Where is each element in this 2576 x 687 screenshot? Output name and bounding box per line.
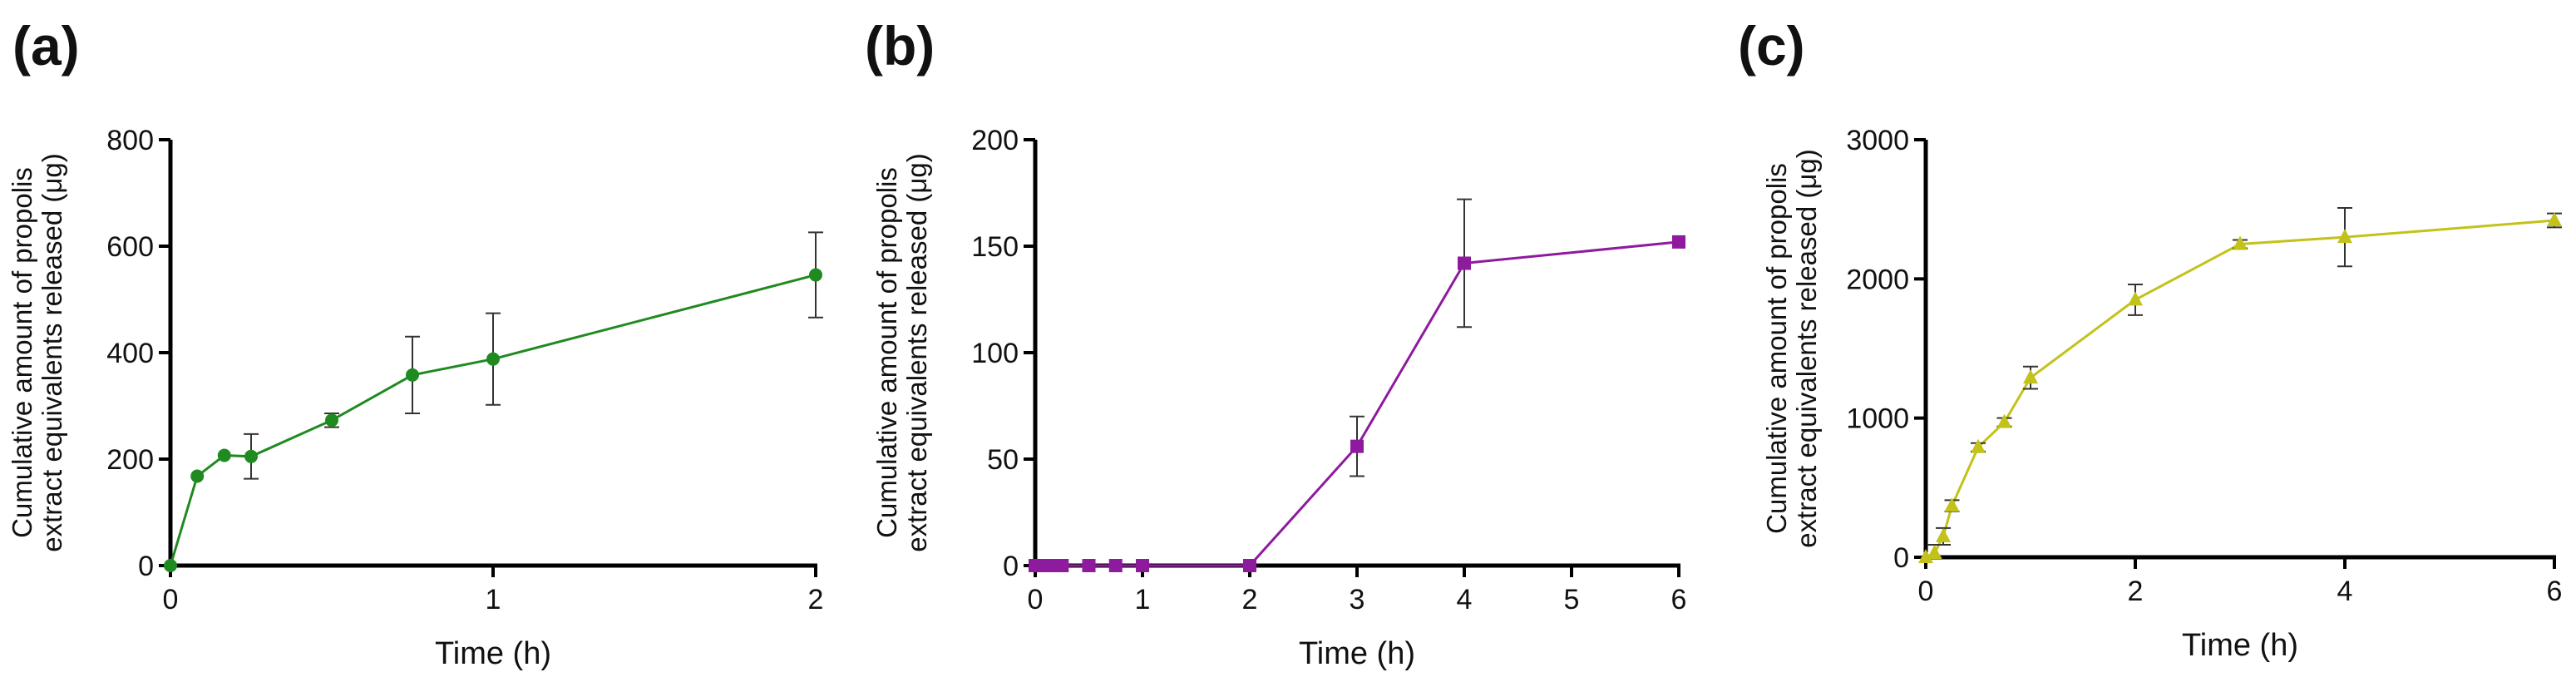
y-axis-label-line-a: extract equivalents released (μg) xyxy=(37,153,67,551)
data-point-a xyxy=(809,268,822,282)
x-axis-label-a: Time (h) xyxy=(435,636,551,671)
y-tick-label-b: 0 xyxy=(1003,551,1019,582)
y-tick-label-a: 400 xyxy=(106,338,154,369)
data-point-c xyxy=(1936,527,1952,542)
data-point-a xyxy=(190,469,205,483)
y-tick-label-a: 600 xyxy=(106,231,154,263)
data-point-a xyxy=(217,448,231,462)
data-point-c xyxy=(2023,369,2038,384)
y-tick-label-b: 100 xyxy=(971,338,1019,369)
x-tick-label-b: 6 xyxy=(1671,584,1687,615)
data-point-b xyxy=(1243,559,1256,572)
y-tick-label-b: 200 xyxy=(971,125,1019,156)
y-axis-label-line-c: Cumulative amount of propolis xyxy=(1761,163,1792,534)
y-axis-label-a: Cumulative amount of propolisextract equ… xyxy=(7,153,67,551)
data-point-c xyxy=(2233,235,2248,250)
data-point-a xyxy=(325,413,338,428)
data-point-a xyxy=(164,559,177,572)
panel-label-c: (c) xyxy=(1738,15,1805,77)
data-point-c xyxy=(1971,438,1986,453)
x-tick-label-a: 2 xyxy=(808,584,824,615)
y-axis-label-line-c: extract equivalents released (μg) xyxy=(1791,149,1822,547)
y-axis-label-b: Cumulative amount of propolisextract equ… xyxy=(871,153,932,551)
data-point-c xyxy=(2547,212,2562,227)
data-point-b xyxy=(1350,439,1364,453)
x-axis-label-b: Time (h) xyxy=(1299,636,1415,671)
x-tick-label-b: 2 xyxy=(1242,584,1258,615)
data-point-c xyxy=(1944,497,1960,512)
panel-label-a: (a) xyxy=(12,15,80,77)
series-line-b xyxy=(1035,240,1680,567)
x-tick-label-a: 0 xyxy=(163,584,179,615)
x-tick-label-b: 1 xyxy=(1135,584,1151,615)
data-point-b xyxy=(1055,559,1069,572)
y-tick-label-b: 50 xyxy=(987,444,1019,476)
y-axis-label-c: Cumulative amount of propolisextract equ… xyxy=(1761,149,1822,547)
y-tick-label-c: 0 xyxy=(1893,542,1909,574)
data-point-b xyxy=(1672,235,1685,249)
x-tick-label-b: 0 xyxy=(1028,584,1044,615)
x-tick-label-a: 1 xyxy=(486,584,501,615)
series-line-c xyxy=(1925,219,2555,559)
data-point-a xyxy=(486,352,500,366)
panel-c: (c) 0 1000 2000 3000 0 2 4 6 Time (h) Cumulative a… xyxy=(1738,15,2562,663)
data-point-a xyxy=(406,368,419,382)
y-axis-label-line-b: Cumulative amount of propolis xyxy=(871,167,902,538)
y-axis-label-line-a: Cumulative amount of propolis xyxy=(7,167,37,538)
x-tick-label-c: 6 xyxy=(2547,576,2563,607)
panel-b: (b) 0 50 100 150 200 0 1 2 3 4 5 6 Time (h) Cumulative… xyxy=(865,15,1686,671)
data-point-b xyxy=(1458,256,1471,270)
data-point-c xyxy=(1927,544,1942,559)
data-point-c xyxy=(1996,413,2012,428)
x-tick-label-c: 4 xyxy=(2337,576,2353,607)
x-tick-label-c: 0 xyxy=(1918,576,1934,607)
x-tick-label-b: 3 xyxy=(1350,584,1365,615)
x-tick-label-b: 5 xyxy=(1564,584,1580,615)
panel-a: (a) 0 200 400 600 800 0 1 2 Time (h) Cumulative am… xyxy=(7,15,823,671)
y-tick-label-a: 800 xyxy=(106,125,154,156)
data-point-c xyxy=(2337,229,2352,244)
panel-label-b: (b) xyxy=(865,15,935,77)
x-tick-label-b: 4 xyxy=(1457,584,1473,615)
data-point-c xyxy=(2128,291,2143,306)
data-point-b xyxy=(1108,559,1123,572)
y-tick-label-c: 3000 xyxy=(1846,125,1909,156)
data-point-b xyxy=(1136,559,1149,572)
y-tick-label-a: 200 xyxy=(106,444,154,476)
data-point-b xyxy=(1082,559,1096,572)
y-tick-label-a: 0 xyxy=(138,551,154,582)
y-axis-label-line-b: extract equivalents released (μg) xyxy=(901,153,932,551)
data-point-c xyxy=(1918,549,1933,563)
y-tick-label-b: 150 xyxy=(971,231,1019,263)
x-tick-label-c: 2 xyxy=(2128,576,2144,607)
y-tick-label-c: 2000 xyxy=(1846,264,1909,295)
x-axis-label-c: Time (h) xyxy=(2182,628,2298,663)
y-tick-label-c: 1000 xyxy=(1846,403,1909,435)
data-point-a xyxy=(244,449,258,463)
